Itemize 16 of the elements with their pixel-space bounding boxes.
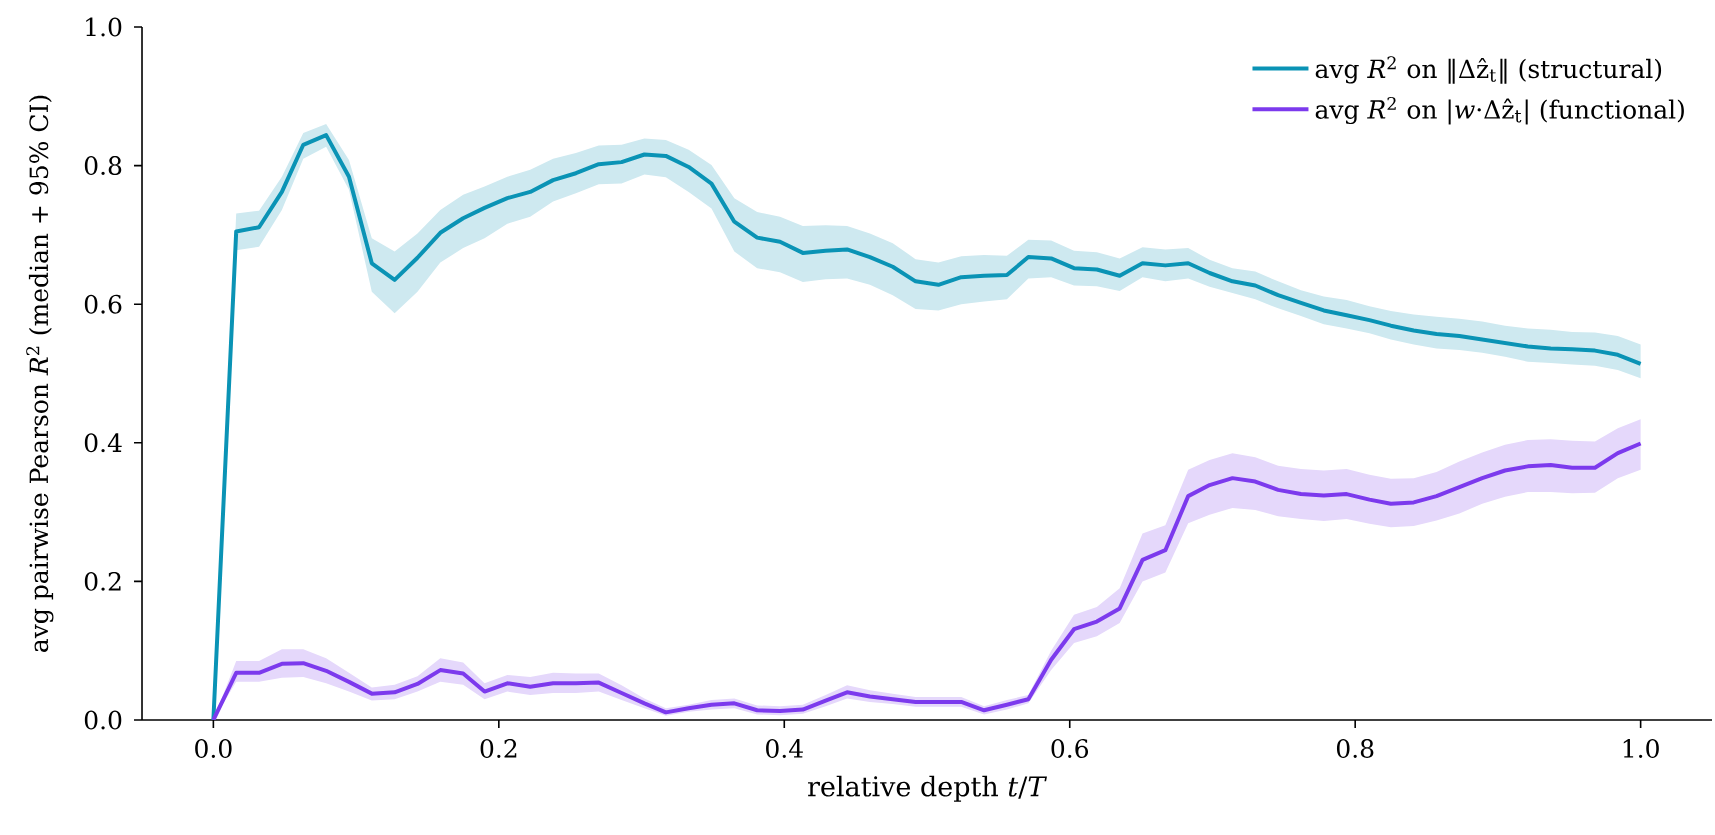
legend-label: avg R$^{2}$ on |w·Δẑ$_{t}$| (functional) xyxy=(1315,96,1684,125)
x-axis-title: relative depth t/T xyxy=(808,775,1047,802)
x-tick-label: 0.2 xyxy=(480,739,517,758)
x-tick-label: 0.0 xyxy=(195,739,232,758)
y-tick-label: 0.2 xyxy=(84,571,121,591)
y-tick-label: 0.8 xyxy=(84,156,122,176)
y-tick-label: 0.6 xyxy=(84,294,122,314)
x-tick-label: 0.4 xyxy=(766,739,803,758)
x-tick-label: 0.8 xyxy=(1336,739,1374,758)
x-tick-label: 1.0 xyxy=(1623,739,1659,758)
y-tick-label: 0.0 xyxy=(84,710,122,730)
y-tick-label: 1.0 xyxy=(86,17,122,37)
y-axis-title: avg pairwise Pearson R$^{2}$ (median + 95% CI) xyxy=(26,95,54,652)
y-tick-label: 0.4 xyxy=(84,433,122,453)
legend-label: avg R$^{2}$ on ‖Δẑ$_{t}$‖ (structural) xyxy=(1315,56,1662,84)
x-tick-label: 0.6 xyxy=(1051,739,1089,758)
